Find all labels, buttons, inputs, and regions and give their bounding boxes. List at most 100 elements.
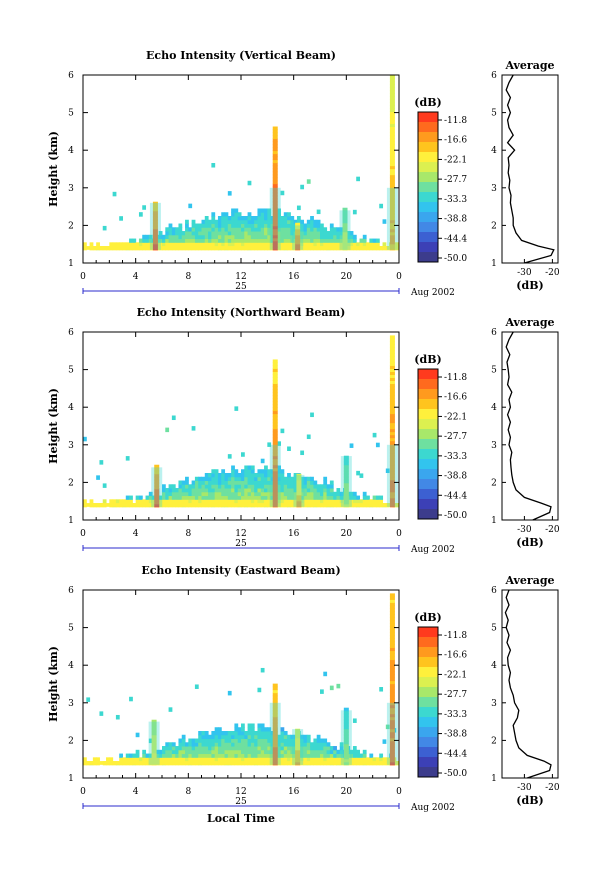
echo-cell [287,446,291,451]
echo-spike-cell [296,500,302,505]
echo-cell [349,234,354,240]
chart-title: Echo Intensity (Vertical Beam) [146,49,336,62]
echo-cell [178,495,183,500]
echo-cell [214,219,219,225]
echo-cell [221,499,226,504]
echo-cell [250,727,255,732]
echo-cell [194,476,199,482]
echo-cell [224,495,229,500]
echo-cell [277,488,281,493]
echo-cell [356,753,360,758]
echo-cell [379,753,384,758]
echo-cell [323,757,328,762]
echo-cell [316,219,321,225]
echo-cell [277,749,281,755]
colorbar-frame [417,368,439,520]
echo-cell [129,238,133,243]
echo-cell [306,476,311,482]
echo-spike-cell [389,602,395,606]
echo-spike-cell [154,479,160,484]
echo-cell [287,749,291,755]
echo-cell [247,749,252,755]
echo-cell [270,738,275,743]
echo-cell [201,734,206,740]
echo-cell [320,738,324,743]
echo-spike-cell [154,491,160,496]
echo-spike-cell [296,488,302,493]
echo-cell [287,234,291,240]
echo-cell [264,238,268,243]
echo-cell [316,488,321,493]
echo-spike-cell [389,183,395,188]
echo-cell [320,227,324,232]
echo-cell [329,231,334,236]
echo-spike-cell [152,219,158,224]
echo-spike-cell [389,710,395,715]
echo-cell [181,488,186,493]
echo-cell [198,491,202,497]
echo-cell [264,476,268,482]
echo-cell [290,231,295,236]
echo-cell [198,746,202,751]
echo-cell [198,480,202,485]
echo-cell [339,499,344,504]
echo-cell [260,212,265,217]
echo-cell [333,231,337,236]
echo-cell [132,757,137,762]
echo-cell [237,734,242,740]
echo-cell [333,749,337,755]
echo-cell [221,480,226,485]
echo-spike-cell [272,683,278,688]
echo-cell [260,231,265,236]
echo-spike-cell [343,713,349,718]
echo-spike-cell [342,210,348,215]
echo-spike-cell [272,132,278,137]
echo-cell [201,231,206,236]
echo-cell [237,495,242,500]
echo-spike-cell [389,659,395,664]
echo-spike-cell [272,446,278,451]
echo-cell [168,746,173,751]
echo-cell [208,753,212,758]
echo-cell [221,219,226,225]
echo-cell [201,223,206,228]
echo-cell [333,746,337,751]
xtick-label: 4 [133,529,139,539]
echo-cell [181,734,186,740]
echo-cell [208,495,212,500]
echo-cell [362,499,367,504]
echo-spike-cell [272,728,278,733]
echo-cell [231,238,235,243]
echo-cell [165,499,170,504]
average-ytick-label: 1 [491,774,497,784]
echo-cell [148,757,153,762]
echo-cell [125,456,130,461]
echo-cell [303,495,308,500]
echo-cell [221,234,226,240]
echo-cell [316,495,321,500]
echo-cell [171,242,176,247]
echo-cell [300,746,305,751]
date-label: Aug 2002 [410,803,455,813]
ytick-label: 5 [68,624,74,634]
echo-cell [287,212,291,217]
echo-spike-cell [151,749,157,754]
echo-cell [313,223,318,228]
echo-cell [201,738,206,743]
echo-spike-cell [152,204,158,209]
echo-cell [280,753,285,758]
echo-spike-cell [272,452,278,457]
echo-cell [300,734,305,740]
colorbar-tick-label: -22.1 [444,670,467,680]
echo-cell [277,495,281,500]
echo-cell [185,476,189,482]
ytick-label: 4 [68,661,74,671]
echo-cell [250,465,255,470]
echo-cell [109,499,114,504]
echo-cell [379,757,384,762]
echo-cell [359,473,364,478]
colorbar-unit: (dB) [414,96,441,109]
echo-spike-cell [154,485,160,490]
echo-cell [349,749,354,755]
echo-cell [310,238,314,243]
